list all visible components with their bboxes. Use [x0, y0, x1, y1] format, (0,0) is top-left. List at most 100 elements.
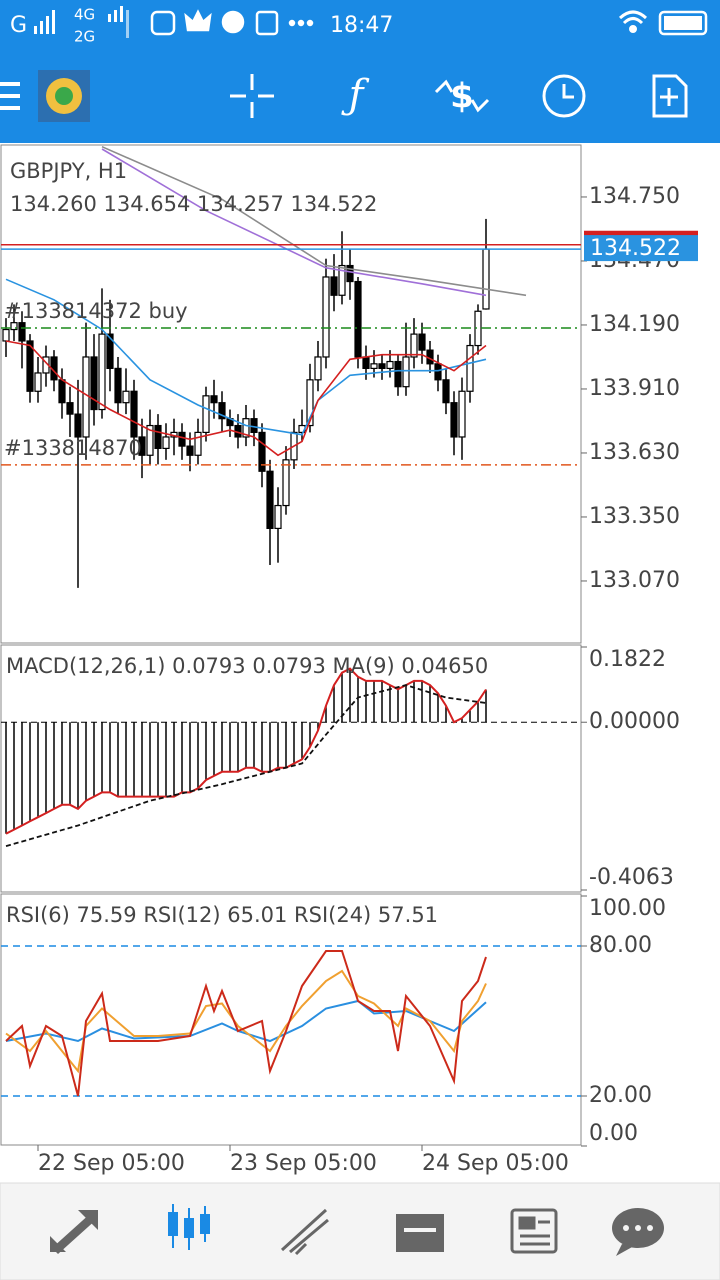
candle-body — [210, 395, 218, 404]
moving-average — [5, 340, 487, 457]
candle-body — [354, 280, 362, 358]
candle-body — [18, 322, 26, 342]
candle-body — [306, 379, 314, 427]
candle-body — [82, 356, 90, 438]
news-tab[interactable] — [510, 1208, 558, 1254]
bid-label: 134.522 — [590, 236, 681, 261]
new-order-button[interactable] — [652, 74, 688, 118]
chart-tab[interactable] — [168, 1204, 210, 1250]
candle-body — [258, 431, 266, 472]
candle-body — [466, 344, 474, 392]
battery-icon — [658, 10, 708, 36]
main-panel — [0, 144, 582, 644]
trade-tab[interactable] — [280, 1208, 329, 1256]
candle-body — [218, 402, 226, 420]
app-header — [0, 0, 720, 143]
candle-body — [450, 402, 458, 438]
candle-body — [442, 379, 450, 404]
x-tick-label: 22 Sep 05:00 — [38, 1151, 185, 1176]
candle-body — [122, 390, 130, 404]
candle-body — [346, 264, 354, 283]
candle-body — [154, 424, 162, 449]
candle-body — [26, 340, 34, 392]
candle-body — [106, 333, 114, 370]
candle-body — [186, 445, 194, 456]
clock: 18:47 — [330, 13, 393, 38]
y-tick-label: 134.190 — [589, 312, 680, 337]
candle-body — [434, 363, 442, 381]
rsi-chart: 100.00 80.00 20.00 0.00 22 Sep 05:00 23 Sep 0… — [1, 895, 666, 1176]
candle-body — [418, 333, 426, 351]
candle-body — [250, 418, 258, 433]
macd-title: MACD(12,26,1) 0.0793 0.0793 MA(9) 0.0465… — [6, 654, 488, 678]
y-tick-label: 134.750 — [589, 184, 680, 209]
moving-average — [101, 148, 487, 297]
candle-body — [394, 360, 402, 388]
x-tick-label: 23 Sep 05:00 — [230, 1151, 377, 1176]
candle-body — [58, 379, 66, 404]
signal-line — [5, 684, 487, 847]
quotes-tab[interactable] — [50, 1210, 98, 1254]
ohlc-label: 134.260 134.654 134.257 134.522 — [10, 192, 377, 216]
candle-body — [98, 333, 106, 411]
candle-body — [90, 356, 98, 411]
battery-level — [664, 16, 702, 30]
candle-body — [282, 459, 290, 507]
bid-box — [584, 235, 698, 262]
y-tick-label: 0.1822 — [589, 647, 666, 672]
rsi-line — [5, 969, 487, 1074]
candle-body — [386, 360, 394, 369]
y-tick-label: 133.910 — [589, 376, 680, 401]
candle-body — [402, 356, 410, 388]
signal-icon-2 — [108, 6, 129, 38]
candle-body — [2, 328, 10, 342]
macd-panel — [0, 644, 582, 893]
y-tick-label: 20.00 — [589, 1083, 652, 1108]
y-tick-label: 0.00 — [589, 1121, 638, 1146]
crosshair-button[interactable] — [230, 74, 274, 118]
candle-body — [138, 436, 146, 456]
candle-body — [314, 356, 322, 381]
chart-title: GBPJPY, H1 — [10, 159, 127, 183]
candle-body — [130, 390, 138, 438]
y-tick-label: 133.070 — [589, 568, 680, 593]
candle-body — [274, 504, 282, 529]
y-tick-label: 100.00 — [589, 896, 666, 921]
candle-body — [162, 436, 170, 450]
history-button[interactable] — [542, 74, 586, 118]
y-tick-label: -0.4063 — [589, 865, 674, 890]
rsi-title: RSI(6) 75.59 RSI(12) 65.01 RSI(24) 57.51 — [6, 903, 438, 927]
moving-average — [5, 278, 487, 436]
macd-chart: 0.1822 0.00000 -0.4063 — [1, 646, 680, 891]
carrier: G — [10, 13, 27, 38]
svg-text:$: $ — [450, 77, 474, 117]
candle-body — [34, 372, 42, 392]
rsi-line — [5, 999, 487, 1043]
signal-icon — [34, 10, 55, 34]
candle-body — [378, 363, 386, 370]
network-top: 4G — [74, 6, 95, 24]
order-label: #133814870 — [4, 436, 142, 460]
menu-button[interactable] — [0, 82, 20, 110]
chat-tab[interactable] — [612, 1208, 664, 1256]
history-tab[interactable] — [396, 1214, 444, 1252]
y-tick-label: 0.00000 — [589, 709, 680, 734]
y-tick-label: 133.630 — [589, 440, 680, 465]
candle-body — [266, 470, 274, 529]
wifi-icon — [618, 10, 648, 33]
candle-body — [242, 418, 250, 438]
candle-body — [74, 413, 82, 438]
candle-body — [202, 395, 210, 434]
candle-body — [178, 431, 186, 447]
network-bottom: 2G — [74, 28, 95, 46]
candle-body — [322, 276, 330, 358]
candle-body — [458, 390, 466, 438]
candle-body — [10, 322, 18, 331]
app-icon[interactable] — [38, 70, 90, 122]
candle-body — [410, 333, 418, 358]
y-tick-label: 133.350 — [589, 504, 680, 529]
trade-button[interactable]: $ — [434, 77, 490, 117]
order-label: #133814372 buy — [4, 299, 188, 323]
